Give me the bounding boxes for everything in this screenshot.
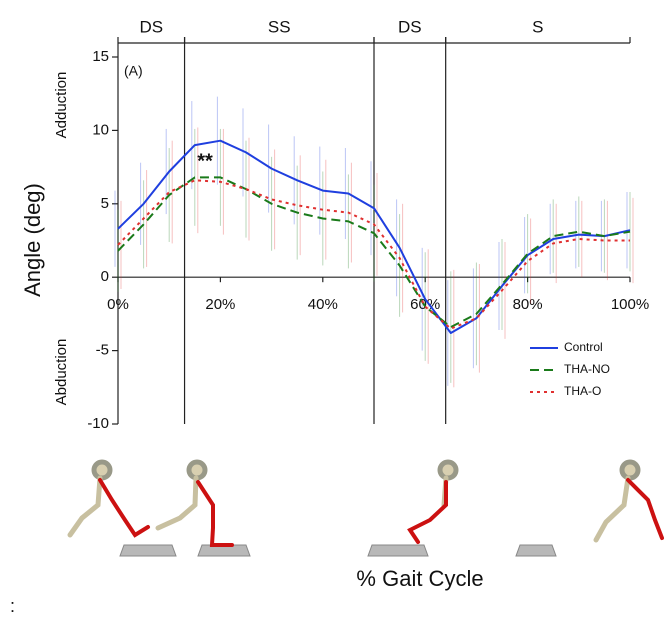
legend-label: THA-O bbox=[564, 384, 601, 398]
x-tick-label: 40% bbox=[308, 296, 338, 313]
significance: ** bbox=[197, 150, 213, 172]
series-line bbox=[117, 179, 630, 330]
x-tick-label: 80% bbox=[513, 296, 543, 313]
x-axis-label: % Gait Cycle bbox=[356, 566, 483, 591]
phase-label: DS bbox=[139, 17, 163, 36]
y-annotation: Adduction bbox=[53, 72, 70, 139]
y-annotation: Abduction bbox=[53, 339, 70, 406]
y-tick-label: -10 bbox=[87, 415, 109, 432]
series-line bbox=[117, 176, 631, 329]
legend-label: THA-NO bbox=[564, 362, 610, 376]
x-tick-label: 0% bbox=[107, 296, 129, 313]
x-tick-label: 100% bbox=[611, 296, 649, 313]
y-tick-label: 5 bbox=[101, 195, 109, 212]
y-axis-label: Angle (deg) bbox=[20, 183, 45, 297]
x-tick-label: 20% bbox=[205, 296, 235, 313]
y-tick-label: 0 bbox=[101, 268, 109, 285]
y-tick-label: -5 bbox=[96, 342, 109, 359]
gait-illustrations bbox=[67, 459, 664, 557]
phase-label: SS bbox=[268, 17, 291, 36]
legend-label: Control bbox=[564, 340, 603, 354]
series-line bbox=[117, 139, 631, 334]
y-tick-label: 15 bbox=[92, 48, 109, 65]
panel-label: (A) bbox=[124, 63, 143, 79]
phase-label: DS bbox=[398, 17, 422, 36]
y-tick-label: 10 bbox=[92, 121, 109, 138]
phase-label: S bbox=[532, 17, 543, 36]
footnote: : bbox=[10, 596, 15, 616]
